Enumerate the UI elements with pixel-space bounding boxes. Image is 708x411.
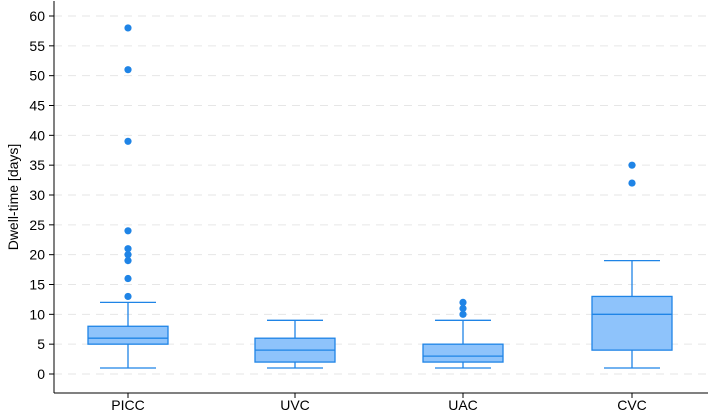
box-group-uac bbox=[422, 298, 504, 369]
y-tick-label: 20 bbox=[29, 247, 45, 263]
gridlines bbox=[54, 15, 708, 375]
outlier-point bbox=[628, 161, 636, 169]
y-tick-label: 45 bbox=[29, 98, 45, 114]
y-tick-label: 50 bbox=[29, 68, 45, 84]
y-tick-label: 55 bbox=[29, 38, 45, 54]
box-group-cvc bbox=[591, 161, 673, 369]
outlier-point bbox=[124, 292, 132, 301]
box-iqr bbox=[422, 343, 504, 363]
outlier-point bbox=[124, 274, 132, 283]
y-tick-label: 0 bbox=[37, 366, 45, 382]
y-tick-label: 5 bbox=[37, 336, 45, 352]
box-iqr bbox=[87, 325, 169, 345]
x-tick-label: UVC bbox=[280, 397, 310, 411]
y-tick-labels: 0 5 10 15 20 25 30 35 40 45 50 55 60 bbox=[29, 8, 54, 382]
y-tick-label: 30 bbox=[29, 187, 45, 203]
box-group-picc bbox=[87, 24, 169, 369]
y-tick-label: 40 bbox=[29, 127, 45, 143]
outlier-point bbox=[124, 66, 132, 74]
outlier-point bbox=[124, 245, 132, 253]
box-iqr bbox=[591, 295, 673, 351]
y-tick-label: 25 bbox=[29, 217, 45, 233]
y-tick-label: 60 bbox=[29, 8, 45, 24]
x-tick-label: CVC bbox=[617, 397, 647, 411]
boxes bbox=[87, 24, 673, 369]
outlier-point bbox=[459, 298, 467, 306]
x-tick-label: UAC bbox=[448, 397, 478, 411]
x-tick-labels: PICC UVC UAC CVC bbox=[111, 393, 647, 411]
outlier-point bbox=[459, 304, 467, 312]
outlier-point bbox=[124, 227, 132, 235]
outlier-point bbox=[628, 179, 636, 187]
y-tick-label: 10 bbox=[29, 306, 45, 322]
x-tick-label: PICC bbox=[111, 397, 144, 411]
outlier-point bbox=[124, 24, 132, 32]
y-tick-label: 15 bbox=[29, 277, 45, 293]
outlier-point bbox=[459, 310, 467, 318]
y-axis-label: Dwell-time [days] bbox=[5, 144, 21, 251]
outlier-point bbox=[124, 137, 132, 145]
axes bbox=[53, 1, 708, 394]
outlier-point bbox=[124, 251, 132, 259]
box-group-uvc bbox=[254, 319, 336, 369]
outlier-point bbox=[124, 257, 132, 265]
y-tick-label: 35 bbox=[29, 157, 45, 173]
